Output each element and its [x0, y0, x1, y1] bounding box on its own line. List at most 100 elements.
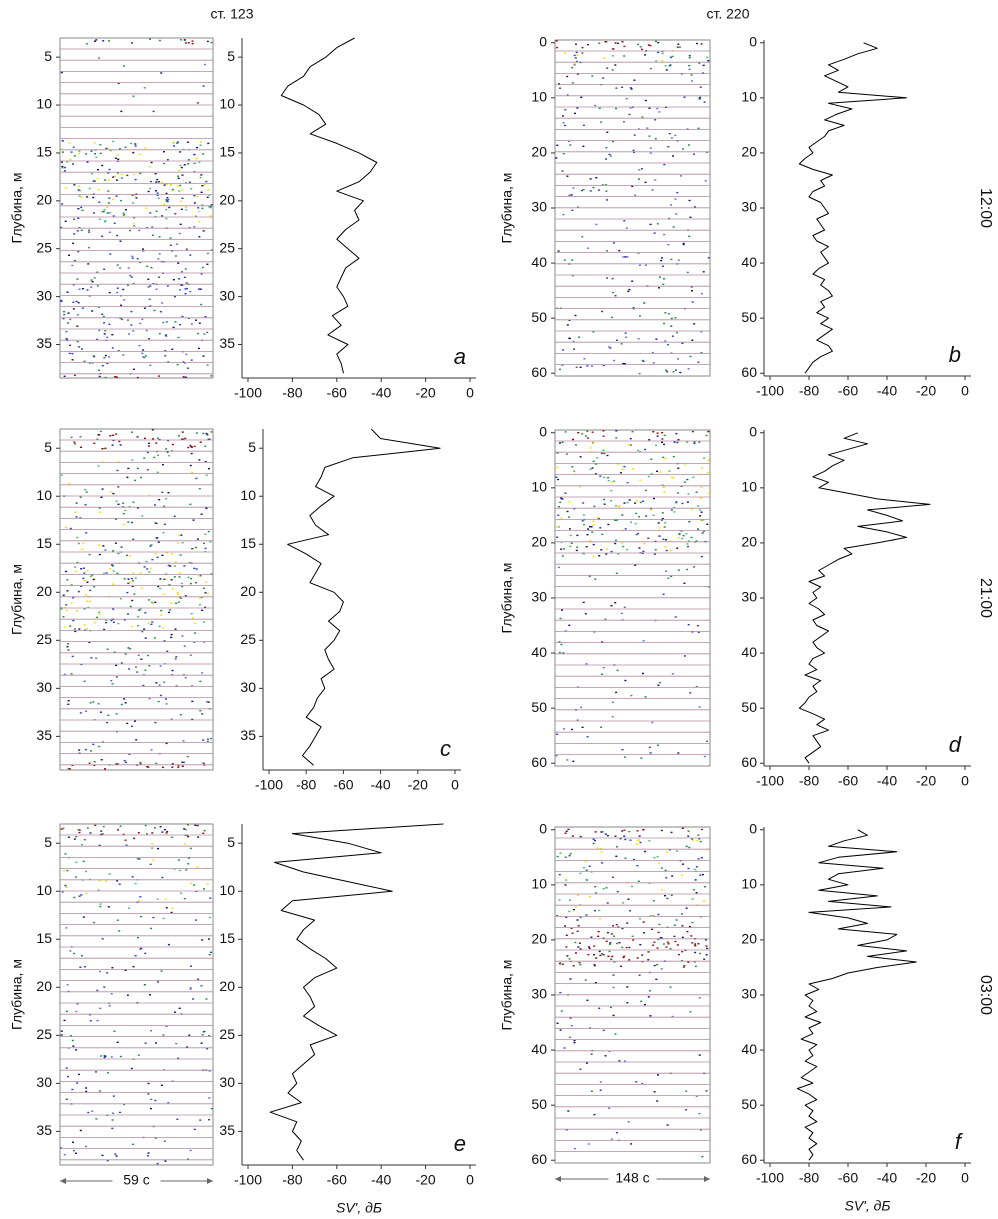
echo-dot: [101, 236, 103, 237]
echo-dot: [628, 831, 630, 832]
echo-dot: [97, 178, 99, 179]
echo-dot: [187, 824, 189, 825]
echo-dot: [664, 340, 666, 341]
echo-dot: [607, 902, 609, 903]
echo-dot: [71, 265, 73, 266]
echo-dot: [123, 513, 125, 514]
echo-dot: [148, 665, 150, 666]
echo-dot: [613, 936, 615, 937]
echo-dot: [157, 848, 159, 849]
echo-dot: [151, 226, 153, 227]
echo-dot: [660, 260, 662, 261]
echo-dot: [556, 47, 558, 48]
echo-tick-label: 30: [531, 986, 547, 1002]
echo-dot: [176, 244, 178, 245]
echo-dot: [697, 943, 699, 944]
echo-dot: [588, 1143, 590, 1144]
echo-dot: [600, 831, 602, 832]
echo-dot: [160, 72, 162, 73]
echo-dot: [182, 174, 184, 175]
echo-dot: [104, 1057, 106, 1058]
time-label: 03:00: [977, 975, 994, 1015]
echo-dot: [194, 446, 196, 447]
echo-dot: [201, 939, 203, 940]
echo-dot: [112, 1119, 114, 1120]
echo-dot: [106, 572, 108, 573]
echo-dot: [595, 177, 597, 178]
echo-dot: [104, 768, 106, 769]
echo-tick-label: 20: [36, 583, 52, 599]
echo-dot: [160, 826, 162, 827]
echo-dot: [68, 649, 70, 650]
echo-dot: [112, 493, 114, 494]
echo-dot: [701, 1156, 703, 1157]
echo-dot: [115, 665, 117, 666]
echo-dot: [694, 441, 696, 442]
echo-dot: [161, 555, 163, 556]
echo-dot: [644, 449, 646, 450]
echo-dot: [661, 438, 663, 439]
echo-dot: [61, 608, 63, 609]
echo-dot: [630, 87, 632, 88]
echo-dot: [75, 876, 77, 877]
echo-dot: [644, 1004, 646, 1005]
echo-dot: [152, 917, 154, 918]
echo-dot: [126, 723, 128, 724]
echo-dot: [562, 442, 564, 443]
echo-dot: [189, 182, 191, 183]
echo-dot: [85, 504, 87, 505]
echo-tick-label: 30: [531, 199, 547, 215]
echo-dot: [82, 288, 84, 289]
echo-dot: [593, 945, 595, 946]
echo-dot: [195, 919, 197, 920]
echo-dot: [631, 886, 633, 887]
echo-dot: [128, 333, 130, 334]
echo-dot: [140, 659, 142, 660]
echo-dot: [612, 278, 614, 279]
echo-dot: [615, 836, 617, 837]
echo-dot: [685, 1109, 687, 1110]
echo-dot: [642, 501, 644, 502]
echo-dot: [676, 850, 678, 851]
echo-dot: [695, 966, 697, 967]
echo-dot: [117, 154, 119, 155]
echo-dot: [692, 922, 694, 923]
echo-dot: [91, 173, 93, 174]
echo-dot: [692, 898, 694, 899]
echo-dot: [108, 324, 110, 325]
echo-dot: [137, 468, 139, 469]
echo-dot: [643, 302, 645, 303]
echo-dot: [598, 189, 600, 190]
echo-dot: [158, 499, 160, 500]
echo-dot: [622, 546, 624, 547]
echo-dot: [179, 185, 181, 186]
echo-dot: [604, 619, 606, 620]
echo-dot: [640, 757, 642, 758]
echo-dot: [634, 80, 636, 81]
echo-dot: [585, 979, 587, 980]
echo-dot: [158, 181, 160, 182]
echo-dot: [629, 114, 631, 115]
echo-dot: [638, 840, 640, 841]
echo-dot: [74, 628, 76, 629]
echo-dot: [623, 121, 625, 122]
echo-dot: [99, 144, 101, 145]
x-tick-label: -60: [327, 1172, 347, 1188]
echo-dot: [179, 576, 181, 577]
echo-dot: [105, 377, 107, 378]
y-axis-label: Глубина, м: [9, 959, 25, 1030]
echo-dot: [662, 53, 664, 54]
echo-dot: [73, 219, 75, 220]
echo-dot: [62, 151, 64, 152]
echo-dot: [694, 869, 696, 870]
echo-dot: [571, 210, 573, 211]
echo-dot: [639, 835, 641, 836]
echo-dot: [611, 605, 613, 606]
echo-dot: [80, 436, 82, 437]
echo-dot: [639, 480, 641, 481]
echo-dot: [196, 147, 198, 148]
echo-dot: [90, 702, 92, 703]
echo-dot: [131, 726, 133, 727]
echo-dot: [180, 714, 182, 715]
echo-dot: [175, 603, 177, 604]
